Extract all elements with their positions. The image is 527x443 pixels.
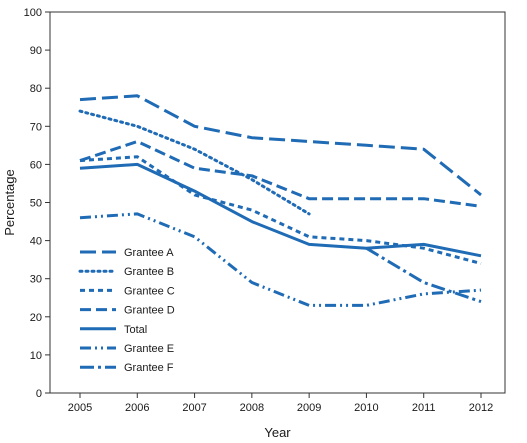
y-tick-label: 100 (24, 7, 42, 19)
y-tick-label: 50 (30, 198, 42, 210)
x-tick-label: 2012 (469, 402, 493, 414)
y-tick-label: 20 (30, 312, 42, 324)
y-tick-label: 0 (36, 388, 42, 400)
x-tick-label: 2011 (412, 402, 436, 414)
series-line-grantee-b (78, 109, 311, 216)
x-tick-label: 2008 (240, 402, 264, 414)
legend: Grantee A Grantee B Grantee C Grantee D Tota… (78, 247, 175, 374)
y-tick-label: 80 (30, 83, 42, 95)
y-axis: 0 10 20 30 40 50 60 70 80 90 100 (24, 7, 50, 400)
legend-item-grantee-a: Grantee A (80, 247, 174, 259)
legend-item-grantee-d: Grantee D (80, 305, 175, 317)
x-tick-label: 2007 (182, 402, 206, 414)
legend-item-total: Total (80, 324, 147, 336)
legend-item-grantee-c: Grantee C (80, 285, 175, 297)
x-tick-label: 2006 (125, 402, 149, 414)
x-axis: 2005 2006 2007 2008 2009 2010 2011 2012 (68, 393, 493, 414)
legend-label: Grantee E (124, 343, 174, 355)
legend-label: Grantee C (124, 285, 175, 297)
x-axis-title: Year (264, 425, 291, 440)
legend-label: Total (124, 324, 147, 336)
legend-label: Grantee A (124, 247, 174, 259)
y-tick-label: 70 (30, 121, 42, 133)
legend-label: Grantee D (124, 305, 175, 317)
legend-item-grantee-b: Grantee B (78, 266, 174, 278)
y-tick-label: 60 (30, 159, 42, 171)
series-line-total (79, 162, 482, 258)
series-lines (78, 94, 482, 307)
x-tick-label: 2005 (68, 402, 92, 414)
legend-label: Grantee B (124, 266, 174, 278)
x-tick-label: 2009 (297, 402, 321, 414)
series-line-grantee-e (79, 212, 482, 307)
series-line-grantee-a (79, 94, 482, 197)
y-axis-title: Percentage (2, 169, 17, 236)
legend-label: Grantee F (124, 362, 174, 374)
x-tick-label: 2010 (354, 402, 378, 414)
legend-item-grantee-e: Grantee E (80, 343, 174, 355)
plot-area (49, 11, 506, 394)
plot-border (49, 11, 506, 394)
legend-item-grantee-f: Grantee F (80, 362, 174, 374)
series-line-grantee-c (79, 155, 482, 265)
y-tick-label: 90 (30, 45, 42, 57)
y-tick-label: 30 (30, 274, 42, 286)
series-line-grantee-d (79, 140, 482, 208)
y-tick-label: 10 (30, 350, 42, 362)
y-tick-label: 40 (30, 236, 42, 248)
series-line-grantee-f (365, 246, 482, 304)
